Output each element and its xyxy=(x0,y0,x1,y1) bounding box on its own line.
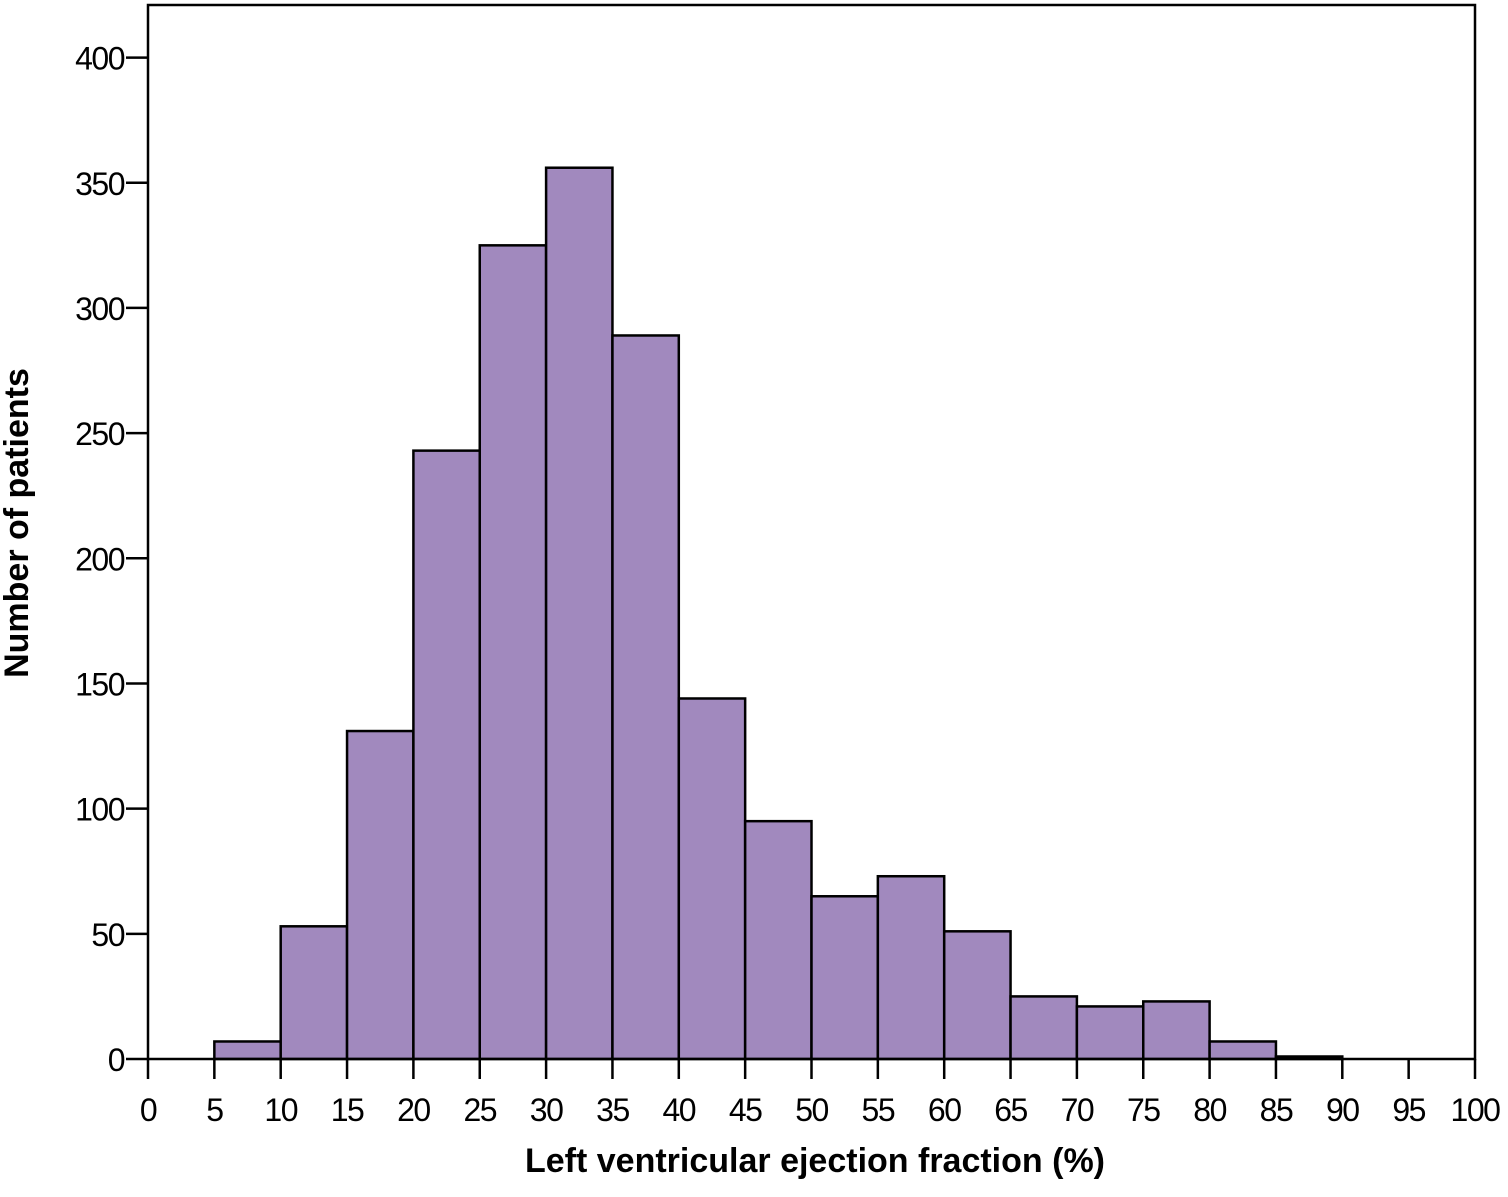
y-tick-label: 150 xyxy=(75,666,125,702)
x-tick-label: 35 xyxy=(596,1092,629,1128)
bar xyxy=(876,874,946,1061)
bar xyxy=(412,449,481,1061)
x-tick-label: 40 xyxy=(663,1092,696,1128)
x-tick-label: 75 xyxy=(1127,1092,1160,1128)
y-tick-label: 300 xyxy=(75,291,125,327)
x-tick-label: 100 xyxy=(1451,1092,1501,1128)
x-axis-title: Left ventricular ejection fraction (%) xyxy=(525,1142,1105,1180)
y-tick-label: 200 xyxy=(75,541,125,577)
x-tick-label: 85 xyxy=(1260,1092,1293,1128)
y-axis-title: Number of patients xyxy=(0,368,36,678)
x-tick-label: 70 xyxy=(1061,1092,1094,1128)
bar xyxy=(611,334,681,1061)
y-tick-label: 50 xyxy=(91,917,124,953)
y-tick-label: 250 xyxy=(75,416,125,452)
x-tick-label: 55 xyxy=(862,1092,895,1128)
x-tick-label: 0 xyxy=(140,1092,157,1128)
bar xyxy=(1208,1040,1278,1061)
bar xyxy=(213,1040,282,1061)
bar xyxy=(544,166,614,1061)
y-tick-label: 0 xyxy=(108,1042,125,1078)
x-tick-label: 25 xyxy=(463,1092,496,1128)
x-tick-label: 95 xyxy=(1392,1092,1425,1128)
bar xyxy=(810,895,880,1061)
bar xyxy=(1075,1005,1145,1061)
y-tick-label: 400 xyxy=(75,41,125,77)
x-tick-label: 60 xyxy=(928,1092,961,1128)
x-tick-label: 65 xyxy=(994,1092,1027,1128)
x-tick-label: 5 xyxy=(206,1092,223,1128)
bar xyxy=(743,819,813,1061)
bar xyxy=(478,244,548,1061)
x-tick-label: 15 xyxy=(331,1092,364,1128)
y-tick-label: 350 xyxy=(75,166,125,202)
x-tick-label: 90 xyxy=(1326,1092,1359,1128)
bar xyxy=(279,925,349,1061)
bar xyxy=(942,930,1012,1061)
bar xyxy=(1142,1000,1211,1061)
bar xyxy=(677,697,747,1061)
x-tick-label: 10 xyxy=(264,1092,297,1128)
x-tick-label: 50 xyxy=(795,1092,828,1128)
x-tick-label: 80 xyxy=(1193,1092,1226,1128)
bar xyxy=(345,729,415,1061)
x-tick-label: 30 xyxy=(530,1092,563,1128)
x-tick-label: 45 xyxy=(729,1092,762,1128)
bar xyxy=(1009,995,1079,1061)
y-tick-label: 100 xyxy=(75,792,125,828)
x-tick-label: 20 xyxy=(397,1092,430,1128)
